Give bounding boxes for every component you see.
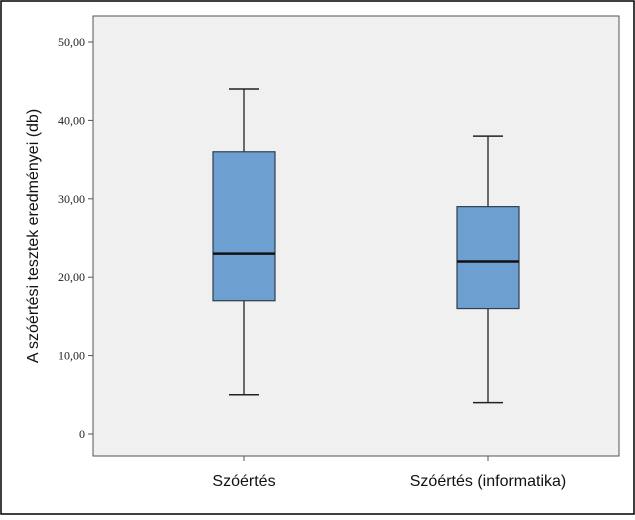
y-tick-label: 30,00 (58, 192, 85, 206)
box-1 (212, 88, 276, 396)
y-tick-label: 40,00 (58, 113, 85, 127)
iqr-box (456, 206, 520, 310)
y-tick-label: 50,00 (58, 35, 85, 49)
x-category-label: Szóértés (informatika) (410, 473, 567, 490)
iqr-box (212, 151, 276, 302)
y-axis-ticks: 0 10,00 20,00 30,00 40,00 50,00 (58, 35, 93, 441)
x-axis-labels: Szóértés Szóértés (informatika) (212, 456, 566, 490)
box-2 (456, 135, 520, 404)
x-category-label: Szóértés (212, 473, 275, 490)
y-axis-title: A szóértési tesztek eredményei (db) (25, 109, 42, 363)
plot-area (92, 15, 620, 457)
y-tick-label: 0 (79, 427, 85, 441)
y-tick-label: 10,00 (58, 349, 85, 363)
boxes-group (212, 88, 520, 404)
y-tick-label: 20,00 (58, 270, 85, 284)
